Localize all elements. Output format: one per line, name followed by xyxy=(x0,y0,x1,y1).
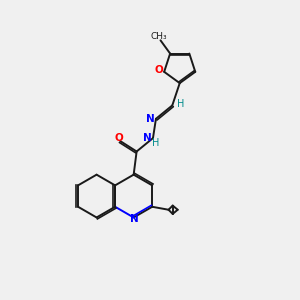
Text: N: N xyxy=(130,214,138,224)
Text: N: N xyxy=(143,133,152,143)
Text: CH₃: CH₃ xyxy=(151,32,167,41)
Text: H: H xyxy=(177,99,184,109)
Text: O: O xyxy=(154,65,163,75)
Text: N: N xyxy=(146,114,155,124)
Text: H: H xyxy=(152,139,160,148)
Text: O: O xyxy=(114,133,123,142)
